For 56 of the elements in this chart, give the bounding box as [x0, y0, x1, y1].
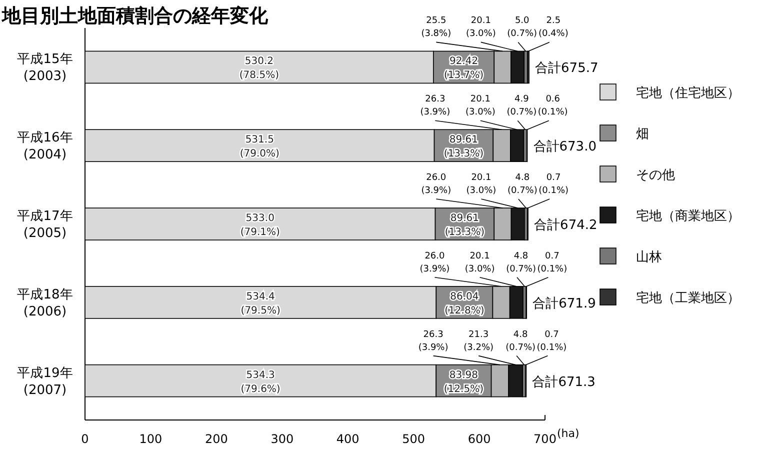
data-label: 534.3 (79.6%) [240, 370, 280, 395]
x-axis-title: (ha) [557, 427, 580, 440]
x-tick-label: 700 [534, 432, 556, 446]
y-tick-label: 平成18年 (2006) [17, 287, 73, 320]
data-label: 0.7 (0.1%) [536, 330, 567, 353]
data-label: 534.4 (79.5%) [240, 291, 280, 316]
x-tick-label: 100 [139, 432, 162, 446]
data-label: 20.1 (3.0%) [464, 251, 495, 274]
y-tick-label: 平成15年 (2003) [17, 52, 73, 84]
data-label: 89.61 (13.3%) [444, 134, 484, 160]
chart-title: 地目別土地面積割合の経年変化 [1, 5, 269, 27]
data-label: 4.8 (0.7%) [507, 173, 538, 196]
data-label: 20.1 (3.0%) [466, 173, 496, 196]
legend-label: その他 [636, 168, 675, 183]
y-tick-label: 平成17年 (2005) [17, 209, 73, 241]
legend-label: 宅地（工業地区） [636, 290, 740, 306]
data-label: 20.1 (3.0%) [465, 94, 496, 118]
data-label: 83.98 (12.5%) [444, 370, 484, 395]
x-tick-label: 0 [81, 432, 89, 446]
x-tick-label: 500 [402, 432, 426, 446]
data-label: 20.1 (3.0%) [466, 16, 496, 40]
x-tick-label: 300 [270, 432, 294, 446]
total-label: 合計675.7 [535, 61, 598, 76]
data-label: 26.0 (3.9%) [421, 173, 452, 196]
data-label: 531.5 (79.0%) [240, 134, 280, 160]
x-tick-label: 200 [204, 432, 228, 446]
total-label: 合計674.2 [534, 218, 598, 233]
data-label: 92.42 (13.7%) [444, 56, 484, 82]
data-label: 0.6 (0.1%) [538, 94, 568, 118]
data-label: 4.8 (0.7%) [506, 251, 536, 274]
data-label: 2.5 (0.4%) [538, 16, 568, 40]
data-label: 4.8 (0.7%) [506, 330, 536, 353]
x-tick-label: 400 [336, 432, 360, 446]
total-label: 合計673.0 [533, 140, 596, 155]
data-label: 533.0 (79.1%) [240, 213, 280, 238]
data-label: 5.0 (0.7%) [507, 16, 538, 40]
legend-label: 宅地（住宅地区） [636, 85, 740, 101]
y-tick-label: 平成16年 (2004) [17, 130, 73, 163]
data-label: 25.5 (3.8%) [421, 16, 452, 40]
data-label: 21.3 (3.2%) [464, 330, 494, 353]
x-tick-label: 600 [468, 432, 491, 446]
data-label: 0.7 (0.1%) [537, 251, 568, 274]
total-label: 合計671.3 [532, 374, 596, 390]
legend-label: 山林 [636, 250, 662, 265]
y-tick-label: 平成19年 (2007) [17, 366, 73, 398]
data-label: 530.2 (78.5%) [239, 56, 280, 82]
total-label: 合計671.9 [532, 296, 596, 312]
data-label: 26.0 (3.9%) [420, 251, 450, 274]
data-label: 26.3 (3.9%) [418, 330, 448, 353]
data-label: 26.3 (3.9%) [420, 94, 450, 118]
data-label: 4.9 (0.7%) [506, 94, 537, 118]
data-label: 89.61 (13.3%) [444, 213, 485, 238]
legend-label: 宅地（商業地区） [636, 208, 740, 224]
legend-label: 畑 [636, 127, 649, 142]
data-label: 86.04 (12.8%) [444, 291, 484, 316]
data-label: 0.7 (0.1%) [538, 173, 569, 196]
